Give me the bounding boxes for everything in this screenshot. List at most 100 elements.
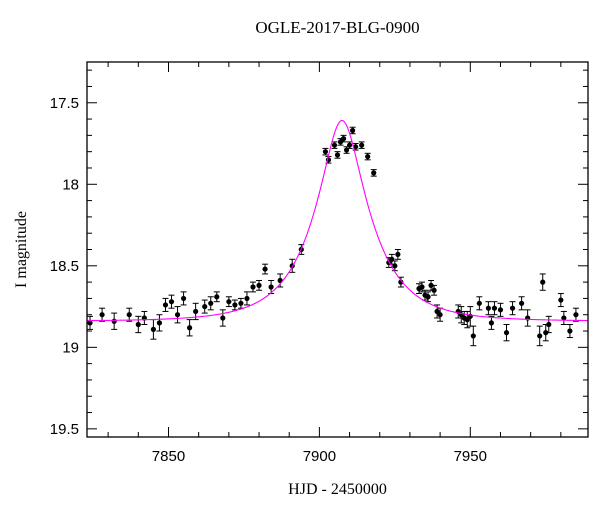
data-point <box>331 141 338 149</box>
data-marker <box>561 315 567 321</box>
data-marker <box>111 318 117 324</box>
data-point <box>135 315 142 334</box>
model-curve <box>86 119 589 322</box>
data-marker <box>99 312 105 318</box>
data-marker <box>392 263 398 269</box>
data-marker <box>488 320 495 326</box>
data-marker <box>540 279 546 285</box>
data-point <box>186 319 193 337</box>
data-point <box>213 291 220 303</box>
data-point <box>536 325 543 347</box>
data-point <box>99 307 106 322</box>
data-point <box>219 309 226 327</box>
data-point <box>470 325 477 347</box>
data-marker <box>546 321 552 328</box>
data-point <box>243 291 250 306</box>
data-point <box>488 315 495 330</box>
data-point <box>256 279 263 291</box>
data-point <box>231 299 238 311</box>
data-marker <box>262 266 268 272</box>
data-point <box>394 249 401 260</box>
data-point <box>539 273 546 291</box>
tick-labels: 7850 7900 7950 17.5 18 18.5 19 19.5 <box>50 95 487 465</box>
data-marker <box>202 303 208 310</box>
data-marker <box>87 320 93 326</box>
data-marker <box>419 284 425 290</box>
data-marker <box>437 312 443 318</box>
data-marker <box>398 279 404 285</box>
data-marker <box>395 251 401 257</box>
data-marker <box>497 307 504 313</box>
y-axis-title: I magnitude <box>13 211 30 288</box>
data-marker <box>331 142 338 148</box>
data-point <box>545 315 552 334</box>
data-points <box>87 126 579 347</box>
data-marker <box>359 142 365 148</box>
y-tick-label: 18 <box>62 176 79 193</box>
data-point <box>322 147 329 156</box>
data-point <box>560 310 567 325</box>
data-marker <box>573 312 579 318</box>
data-point <box>156 314 163 332</box>
data-marker <box>428 282 434 288</box>
data-point <box>572 307 579 322</box>
plot-frame <box>86 61 589 438</box>
data-point <box>201 299 208 314</box>
x-axis-title: HJD - 2450000 <box>288 481 387 498</box>
data-marker <box>180 295 187 302</box>
data-marker <box>543 330 549 336</box>
data-marker <box>208 300 214 306</box>
data-marker <box>150 326 156 332</box>
data-point <box>180 291 187 306</box>
data-marker <box>214 294 220 300</box>
data-point <box>141 310 148 325</box>
data-point <box>358 141 365 149</box>
data-point <box>340 134 347 143</box>
data-point <box>237 297 244 309</box>
data-marker <box>491 305 498 311</box>
data-marker <box>322 149 329 155</box>
data-marker <box>567 328 573 334</box>
data-marker <box>268 284 274 290</box>
y-tick-label: 18.5 <box>50 258 79 275</box>
data-marker <box>346 142 353 148</box>
data-point <box>566 324 573 339</box>
data-marker <box>476 300 482 306</box>
data-marker <box>193 308 199 315</box>
data-marker <box>558 297 564 303</box>
data-marker <box>519 300 525 306</box>
data-marker <box>434 308 440 315</box>
data-point <box>334 151 341 159</box>
data-marker <box>349 127 356 134</box>
data-marker <box>464 317 470 323</box>
x-tick-label: 7950 <box>454 448 487 465</box>
data-marker <box>226 299 232 305</box>
data-point <box>277 273 284 288</box>
data-point <box>524 309 531 327</box>
data-marker <box>371 170 377 176</box>
x-tick-label: 7850 <box>152 448 185 465</box>
data-marker <box>256 282 262 288</box>
data-marker <box>340 136 347 142</box>
data-marker <box>156 320 163 326</box>
data-marker <box>509 305 516 311</box>
data-point <box>126 307 133 322</box>
data-point <box>370 169 377 177</box>
data-point <box>168 294 175 309</box>
data-marker <box>503 330 510 336</box>
data-marker <box>220 315 226 321</box>
data-point <box>437 307 444 322</box>
data-point <box>467 306 474 327</box>
data-point <box>491 301 498 316</box>
data-point <box>458 306 465 324</box>
data-marker <box>431 287 437 293</box>
data-point <box>431 284 438 296</box>
y-tick-label: 17.5 <box>50 95 79 112</box>
data-point <box>503 324 510 342</box>
data-point <box>352 143 359 151</box>
data-point <box>349 126 356 135</box>
axis-ticks <box>87 62 588 437</box>
x-tick-label: 7900 <box>303 448 336 465</box>
data-marker <box>425 294 431 300</box>
